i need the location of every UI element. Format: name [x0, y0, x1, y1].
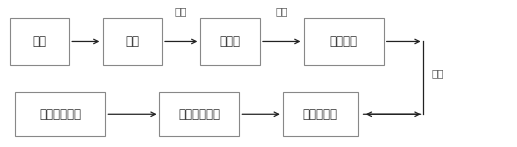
- Text: 加压: 加压: [431, 69, 444, 78]
- Text: 烧结管过滤器: 烧结管过滤器: [39, 108, 81, 121]
- Text: 加压: 加压: [276, 6, 288, 16]
- Text: 纤维球过滤器: 纤维球过滤器: [178, 108, 220, 121]
- Bar: [283, 92, 358, 136]
- Bar: [10, 18, 69, 65]
- Text: 河水: 河水: [33, 35, 47, 48]
- Bar: [303, 18, 384, 65]
- Text: 加压: 加压: [175, 6, 187, 16]
- Bar: [201, 18, 260, 65]
- Bar: [159, 92, 239, 136]
- Text: 沉砂池: 沉砂池: [220, 35, 240, 48]
- Bar: [102, 18, 162, 65]
- Text: 旋流除砂器: 旋流除砂器: [303, 108, 338, 121]
- Text: 渗渠: 渗渠: [125, 35, 139, 48]
- Bar: [15, 92, 105, 136]
- Text: 调节水罐: 调节水罐: [329, 35, 358, 48]
